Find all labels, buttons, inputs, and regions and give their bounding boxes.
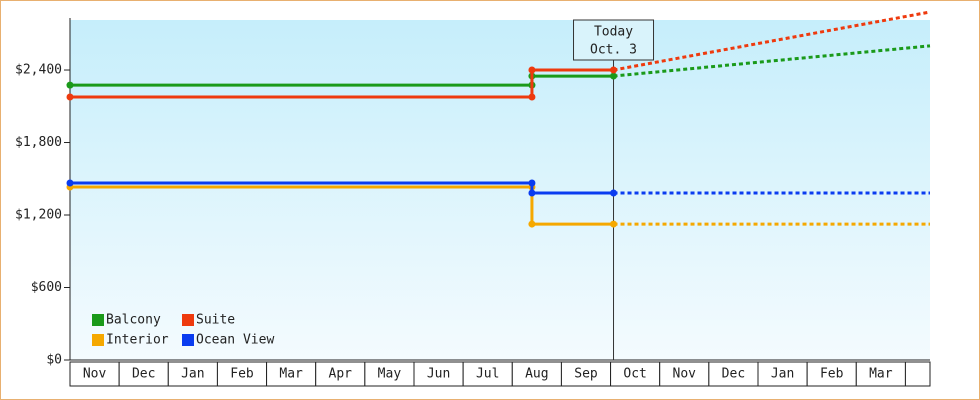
legend-label: Ocean View xyxy=(196,333,274,348)
x-tick-label: May xyxy=(378,367,402,382)
x-tick-label: Dec xyxy=(722,367,745,382)
month-box xyxy=(511,361,562,387)
x-tick-label: Nov xyxy=(673,367,697,382)
month-box xyxy=(413,361,464,387)
legend-label: Interior xyxy=(106,333,169,348)
month-box xyxy=(216,361,268,387)
y-tick-label: $1,800 xyxy=(15,135,62,150)
x-tick-label: Apr xyxy=(329,367,353,382)
legend-swatch xyxy=(182,334,194,346)
x-tick-label: Nov xyxy=(83,367,107,382)
today-label: Oct. 3 xyxy=(590,43,637,58)
x-tick-label: Dec xyxy=(132,367,155,382)
month-box xyxy=(757,361,808,387)
legend-label: Suite xyxy=(196,313,235,328)
x-tick-label: Oct xyxy=(623,367,646,382)
forecast-line xyxy=(613,10,931,72)
today-box xyxy=(573,19,655,61)
month-box xyxy=(266,361,317,387)
point xyxy=(610,189,618,197)
x-tick-label: Jan xyxy=(181,367,204,382)
x-tick-label: Mar xyxy=(279,367,303,382)
y-tick-label: $1,200 xyxy=(15,208,62,223)
point xyxy=(66,93,74,101)
plot-area xyxy=(70,20,930,360)
legend-label: Balcony xyxy=(106,313,161,328)
x-tick-label: Jun xyxy=(427,367,450,382)
x-tick-label: Feb xyxy=(230,367,254,382)
forecast-line xyxy=(613,44,931,78)
point xyxy=(528,220,536,228)
legend-swatch xyxy=(92,314,104,326)
month-box xyxy=(118,361,169,387)
today-label: Today xyxy=(594,25,633,40)
month-box xyxy=(69,361,120,387)
y-tick-label: $2,400 xyxy=(15,63,62,78)
legend-swatch xyxy=(182,314,194,326)
series-line xyxy=(70,181,614,195)
month-box xyxy=(610,361,661,387)
x-tick-label: Mar xyxy=(869,367,893,382)
point xyxy=(528,179,536,187)
point xyxy=(610,72,618,80)
x-tick-label: Jan xyxy=(771,367,794,382)
month-box xyxy=(806,361,857,387)
x-tick-label: Jul xyxy=(476,367,499,382)
x-tick-label: Aug xyxy=(525,367,548,382)
point xyxy=(610,220,618,228)
x-tick-label: Feb xyxy=(820,367,844,382)
series-line xyxy=(70,68,614,99)
point xyxy=(66,81,74,89)
point xyxy=(610,66,618,74)
series-line xyxy=(70,185,614,226)
y-tick-label: $0 xyxy=(46,353,62,368)
point xyxy=(528,66,536,74)
legend-swatch xyxy=(92,334,104,346)
point xyxy=(528,93,536,101)
point xyxy=(528,189,536,197)
point xyxy=(66,179,74,187)
month-box xyxy=(904,361,931,387)
x-tick-label: Sep xyxy=(574,367,598,382)
month-box xyxy=(167,361,218,387)
y-tick-label: $600 xyxy=(31,280,62,295)
month-box xyxy=(659,361,710,387)
